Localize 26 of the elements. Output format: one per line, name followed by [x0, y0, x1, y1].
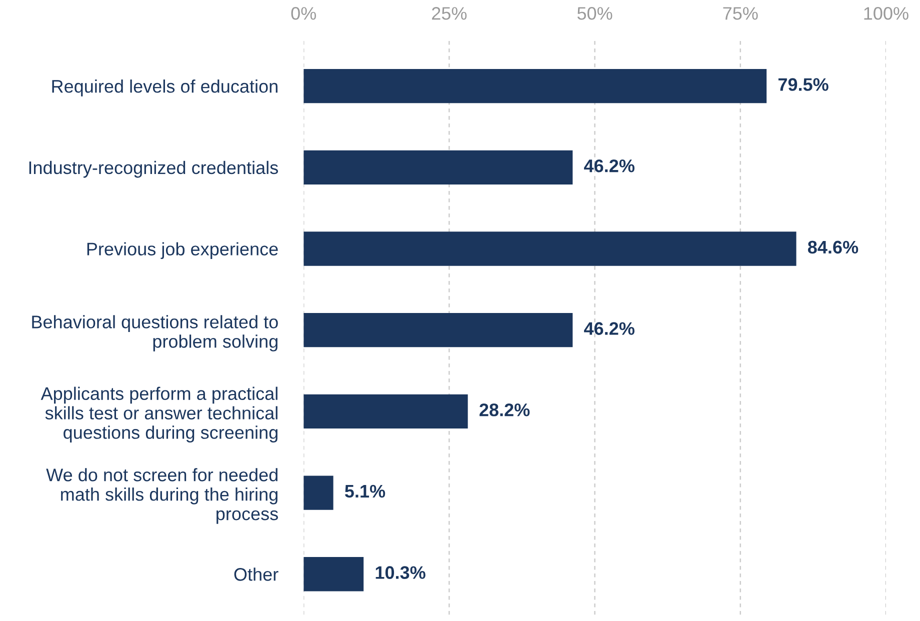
data-label: 10.3%: [376, 566, 426, 579]
y-tick-label: Previous job experience: [87, 242, 278, 260]
data-label: 46.2%: [584, 322, 634, 335]
bar: [304, 476, 334, 510]
bar: [304, 232, 796, 266]
bar: [304, 313, 573, 348]
bar: [304, 394, 468, 429]
data-label: 28.2%: [480, 403, 530, 416]
data-label: 46.2%: [584, 159, 634, 172]
data-label: 84.6%: [808, 240, 858, 254]
bar: [304, 68, 767, 104]
x-tick-label: 25%: [432, 7, 467, 20]
bar: [304, 150, 573, 184]
x-tick-label: 50%: [577, 7, 612, 20]
y-tick-label: Behavioral questions related to problem solving: [32, 315, 278, 352]
y-tick-label: Applicants perform a practical skills test or answer technical questions during screening: [40, 386, 278, 442]
x-tick-label: 100%: [864, 7, 908, 20]
data-label: 79.5%: [778, 78, 828, 91]
y-tick-label: Industry-recognized credentials: [29, 160, 278, 178]
x-tick-label: 75%: [723, 7, 758, 20]
y-tick-label: Required levels of education: [52, 80, 278, 96]
x-tick-label: 0%: [291, 7, 316, 20]
y-tick-label: We do not screen for needed math skills during the hiring process: [46, 468, 278, 524]
y-tick-label: Other: [234, 568, 278, 581]
bar: [304, 557, 364, 592]
data-label: 5.1%: [344, 484, 386, 498]
